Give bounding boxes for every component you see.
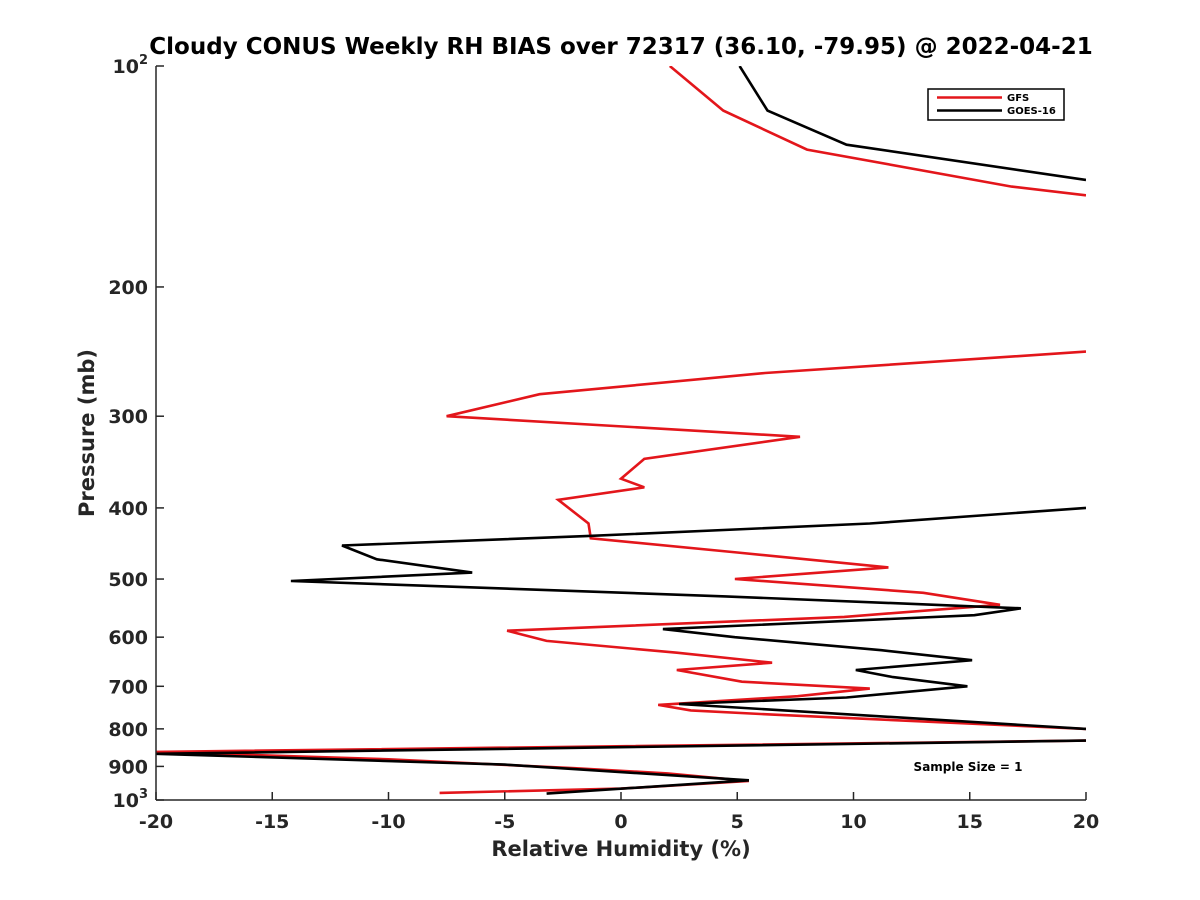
x-tick-label: 20 [1073, 811, 1099, 833]
x-tick-label: 10 [840, 811, 866, 833]
y-tick-label: 500 [108, 569, 148, 591]
y-tick-label: 800 [108, 719, 148, 741]
x-tick-label: 5 [731, 811, 744, 833]
series-line-goes-16-segment-2 [290, 506, 1086, 731]
y-tick-label: 300 [108, 406, 148, 428]
x-tick-label: 15 [957, 811, 983, 833]
x-tick-label: -20 [139, 811, 173, 833]
series-line-goes-16-segment-1 [738, 66, 1086, 182]
x-tick-label: -10 [371, 811, 405, 833]
y-tick-label: 400 [108, 498, 148, 520]
legend-box [927, 88, 1065, 121]
series-layer [156, 66, 1086, 795]
y-tick-label: 102 [113, 53, 149, 78]
series-line-gfs-segment-1 [668, 66, 1086, 197]
y-tick-label: 700 [108, 676, 148, 698]
x-tick-label: 0 [614, 811, 627, 833]
legend-label-gfs: GFS [1007, 93, 1029, 104]
y-axis-label: Pressure (mb) [75, 349, 99, 517]
y-tick-label: 600 [108, 627, 148, 649]
y-tick-label: 900 [108, 756, 148, 778]
x-axis-label: Relative Humidity (%) [491, 837, 750, 861]
y-tick-label: 200 [108, 277, 148, 299]
legend-label-goes-16: GOES-16 [1007, 106, 1056, 117]
series-line-gfs-segment-2 [446, 350, 1086, 731]
ticks-layer: -20 -15 -10 -5 0 5 10 15 20 102 200 300 400 500 600 700… [108, 53, 1099, 833]
sample-size-annotation: Sample Size = 1 [914, 760, 1023, 774]
y-tick-label: 103 [113, 787, 149, 812]
series-line-goes-16-segment-3 [156, 739, 1086, 795]
x-tick-label: -5 [494, 811, 515, 833]
legend: GFS GOES-16 [927, 88, 1065, 121]
plot-area [156, 66, 1086, 800]
chart-title: Cloudy CONUS Weekly RH BIAS over 72317 (… [149, 34, 1092, 60]
x-tick-label: -15 [255, 811, 289, 833]
